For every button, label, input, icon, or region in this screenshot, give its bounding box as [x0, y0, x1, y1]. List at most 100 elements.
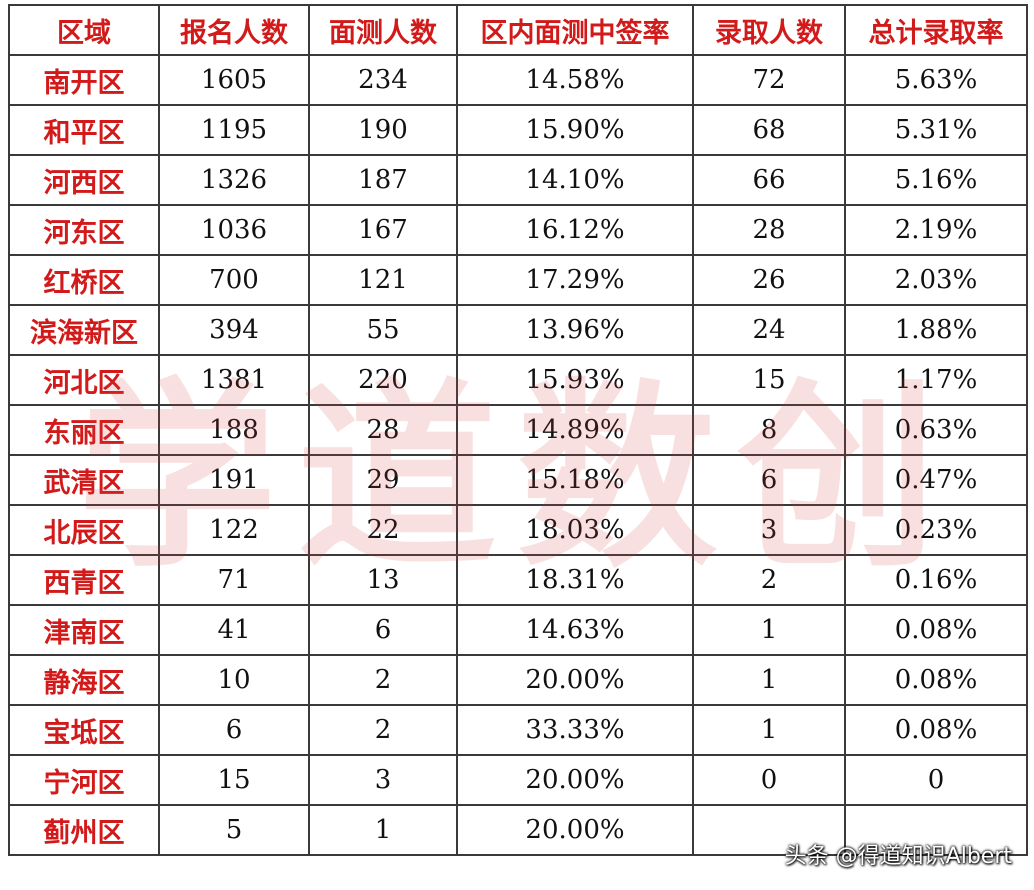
cell-signup-count: 1381 [158, 354, 310, 406]
cell-signup-count: 188 [158, 404, 310, 456]
cell-interview-count: 3 [308, 754, 458, 806]
cell-interview-count: 28 [308, 404, 458, 456]
table-row: 河北区 1381 220 15.93% 15 1.17% [8, 354, 1028, 406]
cell-interview-count: 55 [308, 304, 458, 356]
cell-signup-count: 6 [158, 704, 310, 756]
cell-admission-rate: 0 [844, 754, 1028, 806]
cell-admission-rate: 0.08% [844, 604, 1028, 656]
cell-signup-count: 1036 [158, 204, 310, 256]
cell-signup-count: 1605 [158, 54, 310, 106]
cell-interview-count: 2 [308, 654, 458, 706]
cell-interview-count: 187 [308, 154, 458, 206]
cell-admitted-count [692, 804, 846, 856]
cell-region: 武清区 [8, 454, 160, 506]
header-interview-count: 面测人数 [308, 4, 458, 56]
cell-region: 东丽区 [8, 404, 160, 456]
cell-admitted-count: 24 [692, 304, 846, 356]
cell-admitted-count: 6 [692, 454, 846, 506]
header-row: 区域 报名人数 面测人数 区内面测中签率 录取人数 总计录取率 [8, 4, 1028, 56]
table-row: 红桥区 700 121 17.29% 26 2.03% [8, 254, 1028, 306]
cell-admitted-count: 1 [692, 704, 846, 756]
cell-signup-count: 700 [158, 254, 310, 306]
cell-region: 和平区 [8, 104, 160, 156]
cell-signup-count: 1326 [158, 154, 310, 206]
cell-admission-rate: 0.08% [844, 654, 1028, 706]
table-row: 津南区 41 6 14.63% 1 0.08% [8, 604, 1028, 656]
table-row: 蓟州区 5 1 20.00% [8, 804, 1028, 856]
cell-interview-count: 234 [308, 54, 458, 106]
table-body: 南开区 1605 234 14.58% 72 5.63% 和平区 1195 190 15.90% 6… [8, 54, 1028, 856]
cell-signup-count: 394 [158, 304, 310, 356]
cell-signup-count: 41 [158, 604, 310, 656]
header-interview-rate: 区内面测中签率 [456, 4, 694, 56]
cell-admitted-count: 15 [692, 354, 846, 406]
table-row: 和平区 1195 190 15.90% 68 5.31% [8, 104, 1028, 156]
cell-admitted-count: 8 [692, 404, 846, 456]
cell-admission-rate [844, 804, 1028, 856]
cell-admitted-count: 1 [692, 604, 846, 656]
cell-admitted-count: 28 [692, 204, 846, 256]
table-row: 河西区 1326 187 14.10% 66 5.16% [8, 154, 1028, 206]
credit-caption: 头条 @得道知识Albert [784, 844, 1012, 869]
cell-admitted-count: 26 [692, 254, 846, 306]
cell-interview-count: 190 [308, 104, 458, 156]
cell-admitted-count: 72 [692, 54, 846, 106]
cell-interview-rate: 14.63% [456, 604, 694, 656]
cell-interview-rate: 14.58% [456, 54, 694, 106]
cell-interview-count: 167 [308, 204, 458, 256]
admission-table: 区域 报名人数 面测人数 区内面测中签率 录取人数 总计录取率 南开区 1605 234 14.… [8, 4, 1028, 856]
table-row: 宁河区 15 3 20.00% 0 0 [8, 754, 1028, 806]
cell-signup-count: 191 [158, 454, 310, 506]
header-region: 区域 [8, 4, 160, 56]
table-row: 静海区 10 2 20.00% 1 0.08% [8, 654, 1028, 706]
cell-region: 蓟州区 [8, 804, 160, 856]
cell-region: 红桥区 [8, 254, 160, 306]
table-row: 东丽区 188 28 14.89% 8 0.63% [8, 404, 1028, 456]
cell-interview-rate: 18.03% [456, 504, 694, 556]
cell-region: 津南区 [8, 604, 160, 656]
table-row: 南开区 1605 234 14.58% 72 5.63% [8, 54, 1028, 106]
cell-admitted-count: 3 [692, 504, 846, 556]
cell-admission-rate: 0.08% [844, 704, 1028, 756]
cell-interview-count: 1 [308, 804, 458, 856]
cell-interview-rate: 17.29% [456, 254, 694, 306]
cell-interview-rate: 20.00% [456, 654, 694, 706]
cell-admission-rate: 5.16% [844, 154, 1028, 206]
cell-region: 宝坻区 [8, 704, 160, 756]
cell-admission-rate: 2.19% [844, 204, 1028, 256]
cell-region: 河北区 [8, 354, 160, 406]
cell-interview-count: 220 [308, 354, 458, 406]
cell-region: 北辰区 [8, 504, 160, 556]
cell-region: 南开区 [8, 54, 160, 106]
cell-signup-count: 122 [158, 504, 310, 556]
cell-admission-rate: 2.03% [844, 254, 1028, 306]
cell-interview-count: 22 [308, 504, 458, 556]
cell-admission-rate: 1.88% [844, 304, 1028, 356]
cell-admitted-count: 0 [692, 754, 846, 806]
cell-interview-rate: 33.33% [456, 704, 694, 756]
table-row: 西青区 71 13 18.31% 2 0.16% [8, 554, 1028, 606]
cell-interview-rate: 16.12% [456, 204, 694, 256]
cell-interview-rate: 14.10% [456, 154, 694, 206]
cell-admission-rate: 0.63% [844, 404, 1028, 456]
table-row: 河东区 1036 167 16.12% 28 2.19% [8, 204, 1028, 256]
cell-admission-rate: 5.31% [844, 104, 1028, 156]
header-admitted-count: 录取人数 [692, 4, 846, 56]
cell-region: 宁河区 [8, 754, 160, 806]
cell-admission-rate: 0.16% [844, 554, 1028, 606]
table-row: 北辰区 122 22 18.03% 3 0.23% [8, 504, 1028, 556]
cell-signup-count: 71 [158, 554, 310, 606]
cell-interview-rate: 20.00% [456, 754, 694, 806]
cell-signup-count: 5 [158, 804, 310, 856]
cell-signup-count: 15 [158, 754, 310, 806]
cell-admission-rate: 0.23% [844, 504, 1028, 556]
header-admission-rate: 总计录取率 [844, 4, 1028, 56]
cell-interview-count: 29 [308, 454, 458, 506]
cell-interview-rate: 18.31% [456, 554, 694, 606]
cell-region: 滨海新区 [8, 304, 160, 356]
cell-interview-count: 121 [308, 254, 458, 306]
cell-interview-count: 13 [308, 554, 458, 606]
cell-interview-rate: 20.00% [456, 804, 694, 856]
cell-interview-rate: 14.89% [456, 404, 694, 456]
cell-interview-rate: 13.96% [456, 304, 694, 356]
